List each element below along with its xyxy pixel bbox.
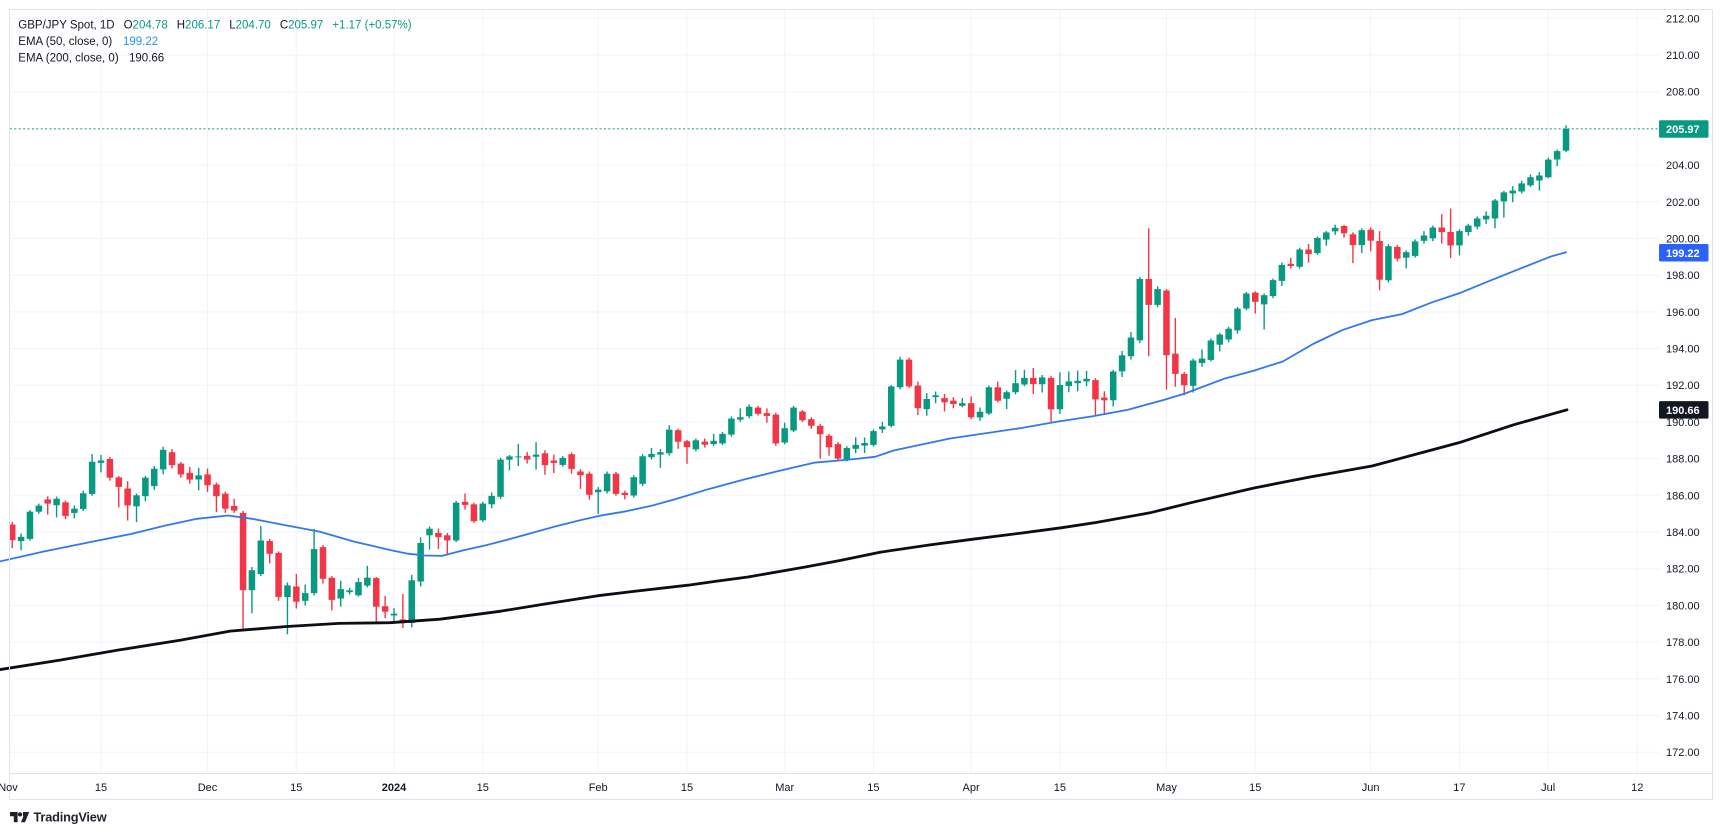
svg-text:17: 17 bbox=[1453, 782, 1465, 794]
svg-text:15: 15 bbox=[1249, 782, 1261, 794]
svg-text:Jun: Jun bbox=[1362, 782, 1380, 794]
svg-text:15: 15 bbox=[477, 782, 489, 794]
svg-text:212.00: 212.00 bbox=[1666, 13, 1700, 25]
svg-text:204.00: 204.00 bbox=[1666, 160, 1700, 172]
svg-text:202.00: 202.00 bbox=[1666, 197, 1700, 209]
svg-text:15: 15 bbox=[95, 782, 107, 794]
svg-text:188.00: 188.00 bbox=[1666, 454, 1700, 466]
svg-text:190.66: 190.66 bbox=[1666, 405, 1700, 417]
svg-text:176.00: 176.00 bbox=[1666, 674, 1700, 686]
svg-text:Jul: Jul bbox=[1541, 782, 1555, 794]
svg-text:199.22: 199.22 bbox=[123, 36, 158, 48]
svg-text:180.00: 180.00 bbox=[1666, 600, 1700, 612]
svg-text:196.00: 196.00 bbox=[1666, 307, 1700, 319]
svg-text:210.00: 210.00 bbox=[1666, 50, 1700, 62]
svg-text:184.00: 184.00 bbox=[1666, 527, 1700, 539]
svg-text:190.00: 190.00 bbox=[1666, 417, 1700, 429]
svg-text:TradingView: TradingView bbox=[34, 810, 107, 825]
svg-text:12: 12 bbox=[1631, 782, 1643, 794]
svg-text:Apr: Apr bbox=[963, 782, 980, 794]
svg-text:2024: 2024 bbox=[382, 782, 407, 794]
svg-text:15: 15 bbox=[1054, 782, 1066, 794]
svg-text:GBP/JPY Spot, 1D: GBP/JPY Spot, 1D bbox=[18, 20, 114, 32]
svg-text:Mar: Mar bbox=[775, 782, 794, 794]
svg-text:174.00: 174.00 bbox=[1666, 711, 1700, 723]
svg-text:190.66: 190.66 bbox=[129, 53, 164, 65]
svg-text:199.22: 199.22 bbox=[1666, 248, 1700, 260]
svg-text:172.00: 172.00 bbox=[1666, 747, 1700, 759]
svg-text:15: 15 bbox=[681, 782, 693, 794]
svg-text:EMA (50, close, 0): EMA (50, close, 0) bbox=[18, 36, 112, 48]
svg-text:192.00: 192.00 bbox=[1666, 380, 1700, 392]
svg-text:15: 15 bbox=[290, 782, 302, 794]
svg-text:205.97: 205.97 bbox=[1666, 124, 1700, 136]
svg-text:198.00: 198.00 bbox=[1666, 270, 1700, 282]
svg-text:178.00: 178.00 bbox=[1666, 637, 1700, 649]
svg-text:182.00: 182.00 bbox=[1666, 564, 1700, 576]
svg-text:Dec: Dec bbox=[198, 782, 218, 794]
svg-text:Nov: Nov bbox=[0, 782, 18, 794]
svg-text:208.00: 208.00 bbox=[1666, 87, 1700, 99]
svg-text:200.00: 200.00 bbox=[1666, 234, 1700, 246]
svg-text:15: 15 bbox=[867, 782, 879, 794]
svg-text:186.00: 186.00 bbox=[1666, 490, 1700, 502]
svg-text:EMA (200, close, 0): EMA (200, close, 0) bbox=[18, 53, 119, 65]
svg-text:Feb: Feb bbox=[589, 782, 608, 794]
svg-text:194.00: 194.00 bbox=[1666, 344, 1700, 356]
svg-text:May: May bbox=[1156, 782, 1177, 794]
